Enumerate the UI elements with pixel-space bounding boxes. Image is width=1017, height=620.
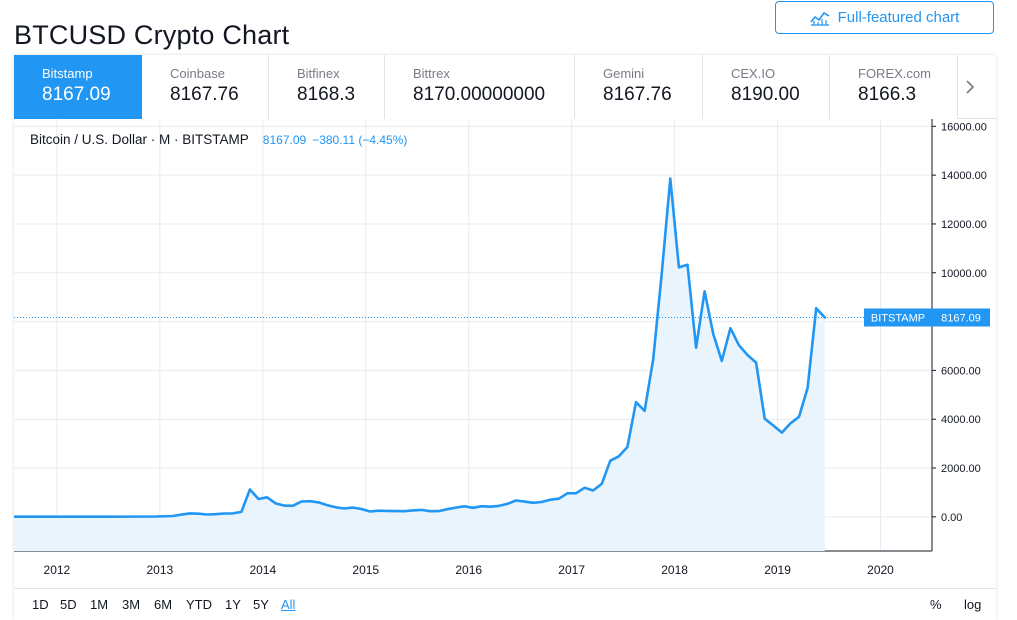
full-featured-chart-button[interactable]: Full-featured chart: [775, 1, 994, 34]
tab-bitfinex[interactable]: Bitfinex 8168.3: [269, 55, 385, 119]
x-tick-label: 2020: [867, 563, 894, 577]
tab-exchange-price: 8168.3: [297, 84, 356, 105]
tab-exchange-name: Gemini: [603, 66, 645, 81]
tab-coinbase[interactable]: Coinbase 8167.76: [142, 55, 269, 119]
y-tick-label: 12000.00: [941, 219, 987, 231]
y-tick-label: 4000.00: [941, 414, 981, 426]
chart-widget: Bitstamp 8167.09 Coinbase 8167.76 Bitfin…: [14, 55, 996, 620]
chart-icon: [810, 11, 830, 26]
last-price-value-label: 8167.09: [941, 312, 981, 324]
y-tick-label: 6000.00: [941, 365, 981, 377]
y-tick-label: 14000.00: [941, 170, 987, 182]
range-1m-button[interactable]: 1M: [90, 597, 109, 612]
x-tick-label: 2015: [352, 563, 379, 577]
chevron-right-icon: [966, 80, 975, 94]
y-tick-label: 0.00: [941, 512, 962, 524]
date-range-bar: % log 1D 5D 1M 3M 6M YTD 1Y 5Y All: [14, 588, 996, 620]
y-tick-label: 2000.00: [941, 463, 981, 475]
y-tick-label: 10000.00: [941, 268, 987, 280]
x-tick-label: 2013: [146, 563, 173, 577]
range-3m-button[interactable]: 3M: [122, 597, 141, 612]
range-6m-button[interactable]: 6M: [154, 597, 173, 612]
x-tick-label: 2017: [558, 563, 585, 577]
legend-price: 8167.09: [262, 133, 307, 147]
legend-change: −380.11 (−4.45%): [312, 133, 408, 147]
price-line: [14, 177, 827, 518]
tab-exchange-name: Bitfinex: [297, 66, 340, 81]
range-1y-button[interactable]: 1Y: [225, 597, 241, 612]
tab-gemini[interactable]: Gemini 8167.76: [575, 55, 703, 119]
tab-exchange-price: 8167.09: [42, 84, 111, 105]
price-area-fill: [14, 178, 825, 551]
last-price-name-label: BITSTAMP: [871, 312, 925, 324]
full-featured-chart-label: Full-featured chart: [837, 9, 960, 26]
range-all-button[interactable]: All: [281, 597, 296, 612]
tab-bitstamp[interactable]: Bitstamp 8167.09: [14, 55, 142, 119]
range-ytd-button[interactable]: YTD: [186, 597, 212, 612]
range-5d-button[interactable]: 5D: [60, 597, 77, 612]
x-tick-label: 2019: [764, 563, 791, 577]
range-5y-button[interactable]: 5Y: [253, 597, 269, 612]
x-tick-label: 2018: [661, 563, 688, 577]
page-title: BTCUSD Crypto Chart: [14, 20, 290, 51]
range-1d-button[interactable]: 1D: [32, 597, 49, 612]
tab-exchange-name: CEX.IO: [731, 66, 776, 81]
y-tick-label: 16000.00: [941, 121, 987, 133]
price-chart[interactable]: 2012 2013 2014 2015 2016 2017 2018 2019 2020 0.00…: [14, 119, 996, 588]
percent-scale-button[interactable]: %: [930, 597, 942, 612]
exchange-tabs: Bitstamp 8167.09 Coinbase 8167.76 Bitfin…: [14, 55, 996, 119]
x-tick-label: 2016: [455, 563, 482, 577]
tab-forex-com[interactable]: FOREX.com 8166.3: [830, 55, 958, 119]
tab-exchange-name: Bittrex: [413, 66, 450, 81]
tab-cex-io[interactable]: CEX.IO 8190.00: [703, 55, 830, 119]
tab-exchange-price: 8170.00000000: [413, 84, 546, 105]
tab-exchange-price: 8166.3: [858, 84, 917, 105]
tab-exchange-price: 8167.76: [170, 84, 239, 105]
tab-bittrex[interactable]: Bittrex 8170.00000000: [385, 55, 575, 119]
log-scale-button[interactable]: log: [964, 597, 982, 612]
tab-exchange-name: FOREX.com: [858, 66, 931, 81]
x-tick-label: 2012: [44, 563, 71, 577]
tab-exchange-price: 8167.76: [603, 84, 672, 105]
chart-legend: Bitcoin / U.S. Dollar · M · BITSTAMP 8167…: [30, 132, 407, 147]
last-price-value-badge: [932, 308, 990, 327]
tab-exchange-price: 8190.00: [731, 84, 800, 105]
symbol-description: Bitcoin / U.S. Dollar · M · BITSTAMP: [30, 132, 249, 147]
last-price-name-badge: [864, 308, 932, 327]
scroll-tabs-right-button[interactable]: [958, 55, 982, 119]
tab-exchange-name: Coinbase: [170, 66, 225, 81]
tab-exchange-name: Bitstamp: [42, 66, 93, 81]
x-tick-label: 2014: [249, 563, 276, 577]
